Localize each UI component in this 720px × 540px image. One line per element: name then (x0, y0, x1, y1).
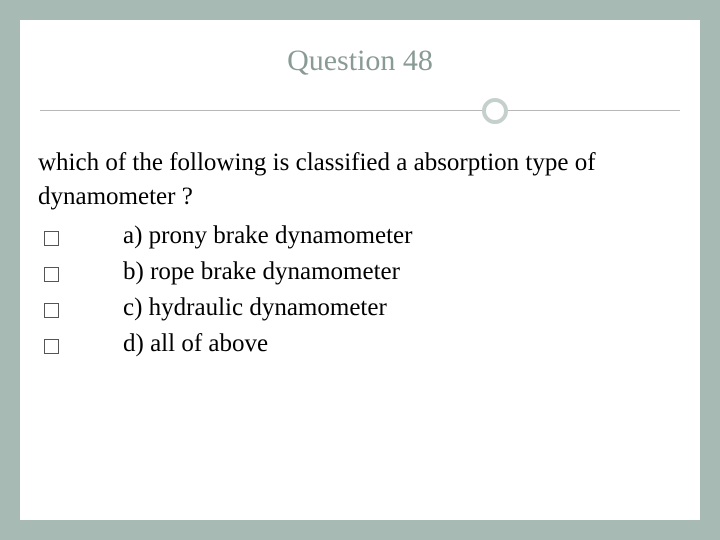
checkbox-icon[interactable] (44, 267, 59, 282)
option-label: a) prony brake dynamometer (123, 218, 682, 254)
checkbox-icon[interactable] (44, 303, 59, 318)
question-text: which of the following is classified a a… (38, 146, 682, 214)
option-row: d) all of above (38, 326, 682, 362)
option-row: c) hydraulic dynamometer (38, 290, 682, 326)
checkbox-icon[interactable] (44, 339, 59, 354)
divider (20, 96, 700, 126)
divider-circle-icon (482, 98, 508, 124)
option-label: c) hydraulic dynamometer (123, 290, 682, 326)
slide: Question 48 which of the following is cl… (20, 20, 700, 520)
option-label: d) all of above (123, 326, 682, 362)
divider-line (40, 110, 680, 111)
options-list: a) prony brake dynamometer b) rope brake… (38, 218, 682, 363)
checkbox-icon[interactable] (44, 231, 59, 246)
slide-title: Question 48 (20, 44, 700, 78)
option-row: b) rope brake dynamometer (38, 254, 682, 290)
content-area: which of the following is classified a a… (20, 126, 700, 363)
option-row: a) prony brake dynamometer (38, 218, 682, 254)
option-label: b) rope brake dynamometer (123, 254, 682, 290)
title-area: Question 48 (20, 20, 700, 126)
